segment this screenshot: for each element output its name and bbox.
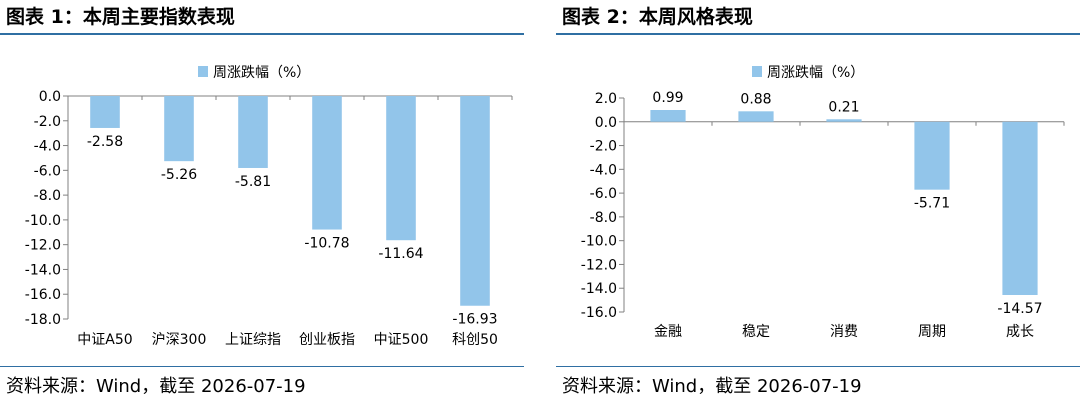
bar [90,96,120,128]
title-divider [0,33,524,35]
data-label: 0.99 [652,90,683,106]
bar [164,96,194,162]
chart-panel-styles: 图表 2：本周风格表现 2.0 0.0 -2.0 -4.0 -6.0 -8.0 -10.0 -… [556,0,1080,400]
bar [650,110,686,122]
data-label: -5.26 [161,167,197,183]
chart-panel-indices: 图表 1：本周主要指数表现 0.0 -2.0 -4.0 -6.0 -8.0 -10.0 -1… [0,0,524,400]
y-tick-label: -12.0 [25,238,61,254]
y-tick-label: -4.0 [590,162,617,178]
data-label: -2.58 [87,134,123,150]
y-tick-label: -16.0 [581,305,617,321]
x-tick-label: 上证综指 [225,332,281,348]
source-label: 资料来源： [6,376,96,397]
y-tick-label: -12.0 [581,257,617,273]
data-label: -11.64 [378,246,423,262]
x-tick-label: 消费 [830,324,858,340]
x-tick-label: 金融 [654,324,682,340]
legend-label: 周涨跌幅（%） [213,65,310,81]
x-tick-label: 成长 [1006,324,1034,340]
legend: 周涨跌幅（%） [198,65,310,81]
bar [386,96,416,241]
source-note: 资料来源：Wind，截至 2026-07-19 [6,372,306,398]
title-divider [556,33,1080,35]
y-tick-label: 0.0 [595,115,617,131]
data-label: -10.78 [304,236,349,252]
y-tick-label: -10.0 [581,234,617,250]
y-tick-label: -8.0 [590,210,617,226]
y-tick-label: -6.0 [34,163,61,179]
y-tick-label: 0.0 [39,89,61,105]
y-tick-label: -18.0 [25,312,61,328]
bar [826,119,862,122]
bar-chart-indices: 0.0 -2.0 -4.0 -6.0 -8.0 -10.0 -12.0 -14.0 -16.0 -… [25,65,513,348]
y-tick-label: 2.0 [595,91,617,107]
source-divider [556,366,1080,367]
chart-title: 图表 1：本周主要指数表现 [6,6,235,28]
bar [238,96,268,168]
x-tick-label: 沪深300 [152,332,207,348]
x-tick-label: 中证A50 [77,332,132,348]
data-label: 0.88 [740,91,771,107]
legend-label: 周涨跌幅（%） [767,65,864,81]
source-text: Wind，截至 2026-07-19 [96,376,306,397]
y-tick-label: -6.0 [590,186,617,202]
x-tick-label: 周期 [918,324,946,340]
data-label: -16.93 [452,312,497,328]
y-tick-label: -2.0 [34,114,61,130]
y-tick-label: -8.0 [34,188,61,204]
chart-title: 图表 2：本周风格表现 [562,6,753,28]
bar [914,121,950,190]
bar [1002,121,1038,295]
legend: 周涨跌幅（%） [752,65,864,81]
bar [738,111,774,122]
y-tick-label: -10.0 [25,213,61,229]
bar-chart-styles: 2.0 0.0 -2.0 -4.0 -6.0 -8.0 -10.0 -12.0 -14.0 -16… [581,65,1065,340]
y-tick-label: -2.0 [590,139,617,155]
data-label: -5.71 [914,196,950,212]
x-tick-label: 中证500 [374,332,429,348]
y-tick-label: -4.0 [34,139,61,155]
legend-swatch [752,66,762,77]
x-tick-label: 科创50 [452,332,498,348]
source-label: 资料来源： [562,376,652,397]
x-tick-label: 创业板指 [299,332,355,348]
data-label: -14.57 [997,301,1042,317]
legend-swatch [198,66,208,77]
source-text: Wind，截至 2026-07-19 [652,376,862,397]
y-tick-label: -16.0 [25,287,61,303]
source-divider [0,366,524,367]
bar [460,96,490,306]
y-tick-label: -14.0 [25,262,61,278]
x-tick-label: 稳定 [742,324,770,340]
source-note: 资料来源：Wind，截至 2026-07-19 [562,372,862,398]
data-label: -5.81 [235,174,271,190]
bar [312,96,342,230]
y-tick-label: -14.0 [581,281,617,297]
data-label: 0.21 [828,99,859,115]
